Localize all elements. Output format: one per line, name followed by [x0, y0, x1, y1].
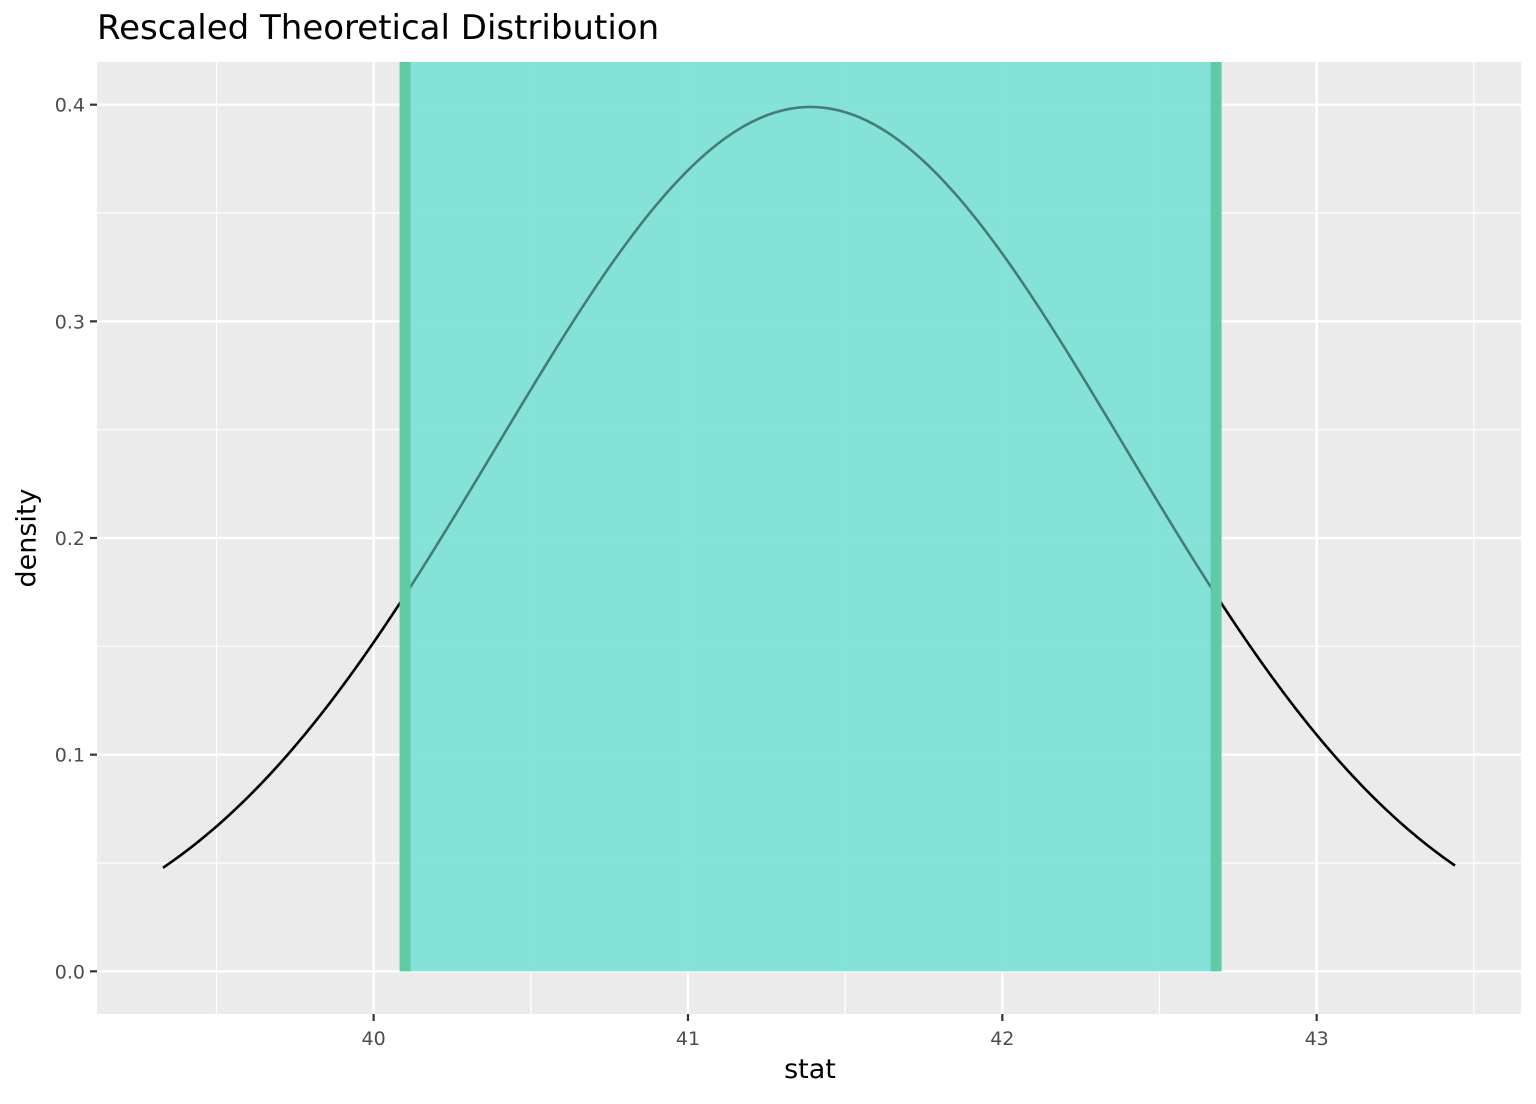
density-curve-layer: [162, 62, 1456, 972]
shaded-interval-overlay: [405, 62, 1217, 972]
y-tick-label: 0.0: [55, 961, 85, 983]
chart-title: Rescaled Theoretical Distribution: [97, 8, 660, 48]
x-tick-label: 43: [1305, 1028, 1329, 1050]
x-tick-label: 40: [362, 1028, 386, 1050]
y-tick-label: 0.2: [55, 528, 85, 550]
x-axis-label: stat: [784, 1054, 836, 1085]
y-axis-label: density: [11, 488, 43, 588]
y-tick-label: 0.4: [55, 95, 85, 117]
axis-ticks: 40 41 42 43 0.0 0.1 0.2 0.3 0.4: [55, 95, 1329, 1050]
x-tick-label: 41: [676, 1028, 700, 1050]
y-tick-label: 0.3: [55, 311, 85, 333]
x-tick-label: 42: [990, 1028, 1014, 1050]
y-tick-label: 0.1: [55, 745, 85, 767]
